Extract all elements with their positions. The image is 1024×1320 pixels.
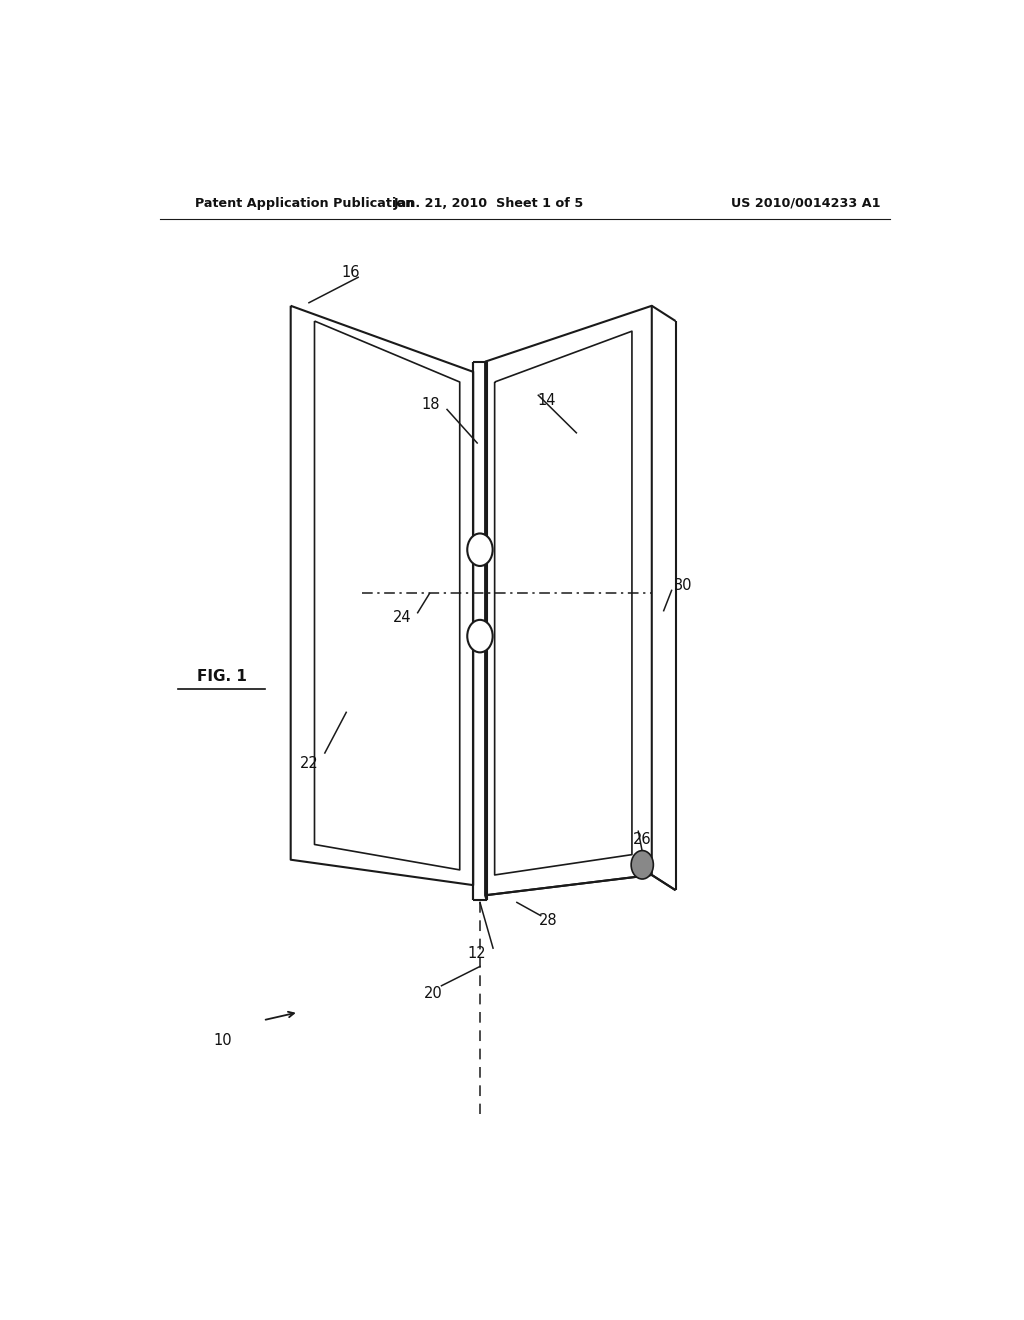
Text: Jan. 21, 2010  Sheet 1 of 5: Jan. 21, 2010 Sheet 1 of 5 bbox=[394, 197, 585, 210]
Circle shape bbox=[467, 533, 493, 566]
Text: 12: 12 bbox=[468, 945, 486, 961]
Text: 22: 22 bbox=[300, 755, 318, 771]
Text: 10: 10 bbox=[214, 1034, 232, 1048]
Text: FIG. 1: FIG. 1 bbox=[197, 669, 247, 684]
Circle shape bbox=[631, 850, 653, 879]
Text: 20: 20 bbox=[424, 986, 443, 1002]
Circle shape bbox=[467, 620, 493, 652]
Text: 28: 28 bbox=[540, 913, 558, 928]
Text: 24: 24 bbox=[392, 610, 411, 626]
Text: 18: 18 bbox=[422, 397, 440, 412]
Text: 14: 14 bbox=[537, 393, 555, 408]
Text: 26: 26 bbox=[633, 832, 651, 847]
Text: 30: 30 bbox=[674, 578, 693, 593]
Text: Patent Application Publication: Patent Application Publication bbox=[196, 197, 415, 210]
Text: US 2010/0014233 A1: US 2010/0014233 A1 bbox=[731, 197, 881, 210]
Text: 16: 16 bbox=[341, 265, 359, 280]
